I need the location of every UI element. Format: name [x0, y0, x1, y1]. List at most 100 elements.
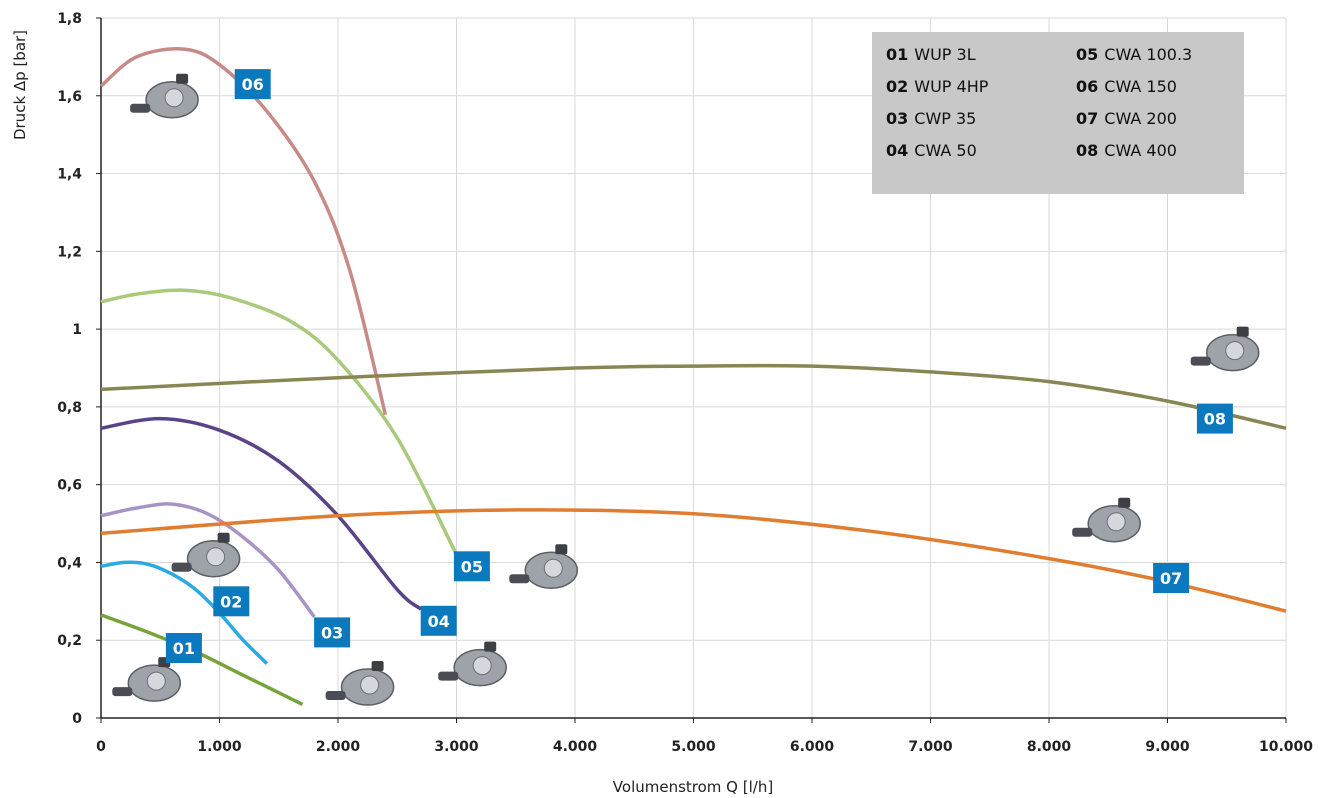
pump-outlet	[543, 558, 563, 578]
x-tick-label: 5.000	[671, 739, 716, 755]
legend-label: CWA 50	[914, 141, 977, 160]
series-line-08	[100, 363, 1287, 431]
y-tick-label: 1	[72, 322, 82, 338]
series-line-04	[100, 416, 423, 611]
series-lines	[99, 47, 1287, 706]
pump-outlet	[206, 547, 226, 567]
legend-label: CWA 150	[1104, 77, 1177, 96]
x-tick-label: 9.000	[1145, 739, 1190, 755]
badge-03: 03	[314, 617, 351, 648]
y-tick-label: 1,6	[57, 89, 82, 105]
legend-label: CWP 35	[914, 109, 977, 128]
pump-connector	[371, 661, 384, 671]
badge-box	[314, 617, 351, 648]
y-tick-label: 0,6	[57, 478, 82, 494]
x-tick-label: 1.000	[197, 739, 242, 755]
pump-image-04	[438, 641, 507, 687]
pump-connector	[1118, 497, 1131, 508]
badge-box	[1153, 563, 1190, 593]
legend-item-04: 04 CWA 50	[886, 141, 1076, 173]
badge-label: 03	[321, 623, 343, 642]
pump-image-06	[130, 73, 199, 119]
legend-item-08: 08 CWA 400	[1076, 141, 1246, 173]
y-tick-label: 0,2	[57, 633, 82, 649]
legend-number: 06	[1076, 77, 1099, 96]
y-tick-label: 1,8	[57, 11, 82, 27]
pump-outlet	[164, 88, 184, 108]
legend-number: 01	[886, 45, 909, 64]
badge-07: 07	[1153, 563, 1190, 593]
series-line-03	[100, 502, 316, 618]
pump-image-05	[509, 544, 579, 590]
pump-connector	[217, 532, 230, 543]
pump-outlet	[1225, 341, 1245, 361]
legend-number: 05	[1076, 45, 1099, 64]
pump-outlet	[472, 656, 492, 676]
badge-04: 04	[420, 605, 457, 636]
pump-inlet-pipe	[1190, 356, 1211, 366]
badge-label: 01	[173, 639, 195, 658]
pump-connector	[176, 73, 189, 84]
badge-box	[234, 69, 271, 100]
x-tick-label: 3.000	[434, 739, 479, 755]
legend-label: WUP 4HP	[914, 77, 989, 96]
pump-outlet	[360, 675, 380, 695]
x-tick-label: 10.000	[1259, 739, 1313, 755]
badge-label: 07	[1160, 569, 1182, 588]
x-tick-labels: 0 1.000 2.000 3.000 4.000 5.000 6.000 7.000 8.00…	[96, 739, 1313, 755]
pump-inlet-pipe	[112, 687, 133, 697]
pump-connector	[555, 544, 568, 555]
badge-label: 06	[242, 75, 264, 94]
legend-label: CWA 100.3	[1104, 45, 1193, 64]
pump-image-02	[171, 532, 241, 578]
y-tick-label: 0,4	[57, 555, 82, 571]
badge-label: 05	[461, 557, 483, 576]
badge-box	[453, 551, 490, 582]
x-tick-label: 4.000	[553, 739, 598, 755]
badge-label: 08	[1204, 410, 1226, 429]
y-tick-label: 0	[72, 711, 82, 727]
pump-inlet-pipe	[509, 574, 530, 584]
legend: 01 WUP 3L 05 CWA 100.3 02 WUP 4HP 06 CWA 150…	[872, 32, 1244, 194]
y-tick-label: 1,4	[57, 167, 82, 183]
pump-image-01	[112, 657, 182, 702]
legend-item-02: 02 WUP 4HP	[886, 77, 1076, 109]
badge-label: 02	[220, 592, 242, 611]
pump-inlet-pipe	[130, 103, 151, 113]
badge-06: 06	[234, 69, 271, 100]
pump-inlet-pipe	[1072, 527, 1093, 537]
pump-inlet-pipe	[325, 691, 346, 700]
series-line-06	[99, 47, 388, 416]
legend-number: 04	[886, 141, 909, 160]
legend-label: WUP 3L	[914, 45, 976, 64]
legend-label: CWA 400	[1104, 141, 1177, 160]
pump-image-07	[1072, 497, 1141, 543]
badge-box	[165, 633, 202, 663]
y-axis-title: Druck Δp [bar]	[11, 30, 29, 140]
x-tick-label: 8.000	[1027, 739, 1072, 755]
pump-outlet	[1106, 512, 1126, 532]
legend-item-03: 03 CWP 35	[886, 109, 1076, 141]
x-tick-label: 0	[96, 739, 106, 755]
pump-image-08	[1190, 326, 1260, 372]
badge-box	[420, 605, 457, 636]
x-tick-label: 7.000	[908, 739, 953, 755]
badge-05: 05	[453, 551, 490, 582]
legend-item-05: 05 CWA 100.3	[1076, 45, 1246, 77]
pump-connector	[1236, 326, 1249, 337]
series-line-07	[100, 508, 1287, 613]
pump-connector	[484, 641, 497, 652]
y-tick-label: 0,8	[57, 400, 82, 416]
legend-label: CWA 200	[1104, 109, 1177, 128]
legend-number: 03	[886, 109, 909, 128]
series-badges: 01 02 03 04 05 06 07 08	[165, 69, 1233, 663]
series-line-05	[100, 288, 459, 556]
badge-02: 02	[213, 586, 250, 617]
badge-box	[213, 586, 250, 617]
series-line-02	[100, 560, 269, 665]
legend-item-01: 01 WUP 3L	[886, 45, 1076, 77]
y-tick-labels: 0 0,2 0,4 0,6 0,8 1 1,2 1,4 1,6 1,8	[57, 11, 82, 727]
pump-images	[112, 73, 1260, 706]
legend-item-07: 07 CWA 200	[1076, 109, 1246, 141]
